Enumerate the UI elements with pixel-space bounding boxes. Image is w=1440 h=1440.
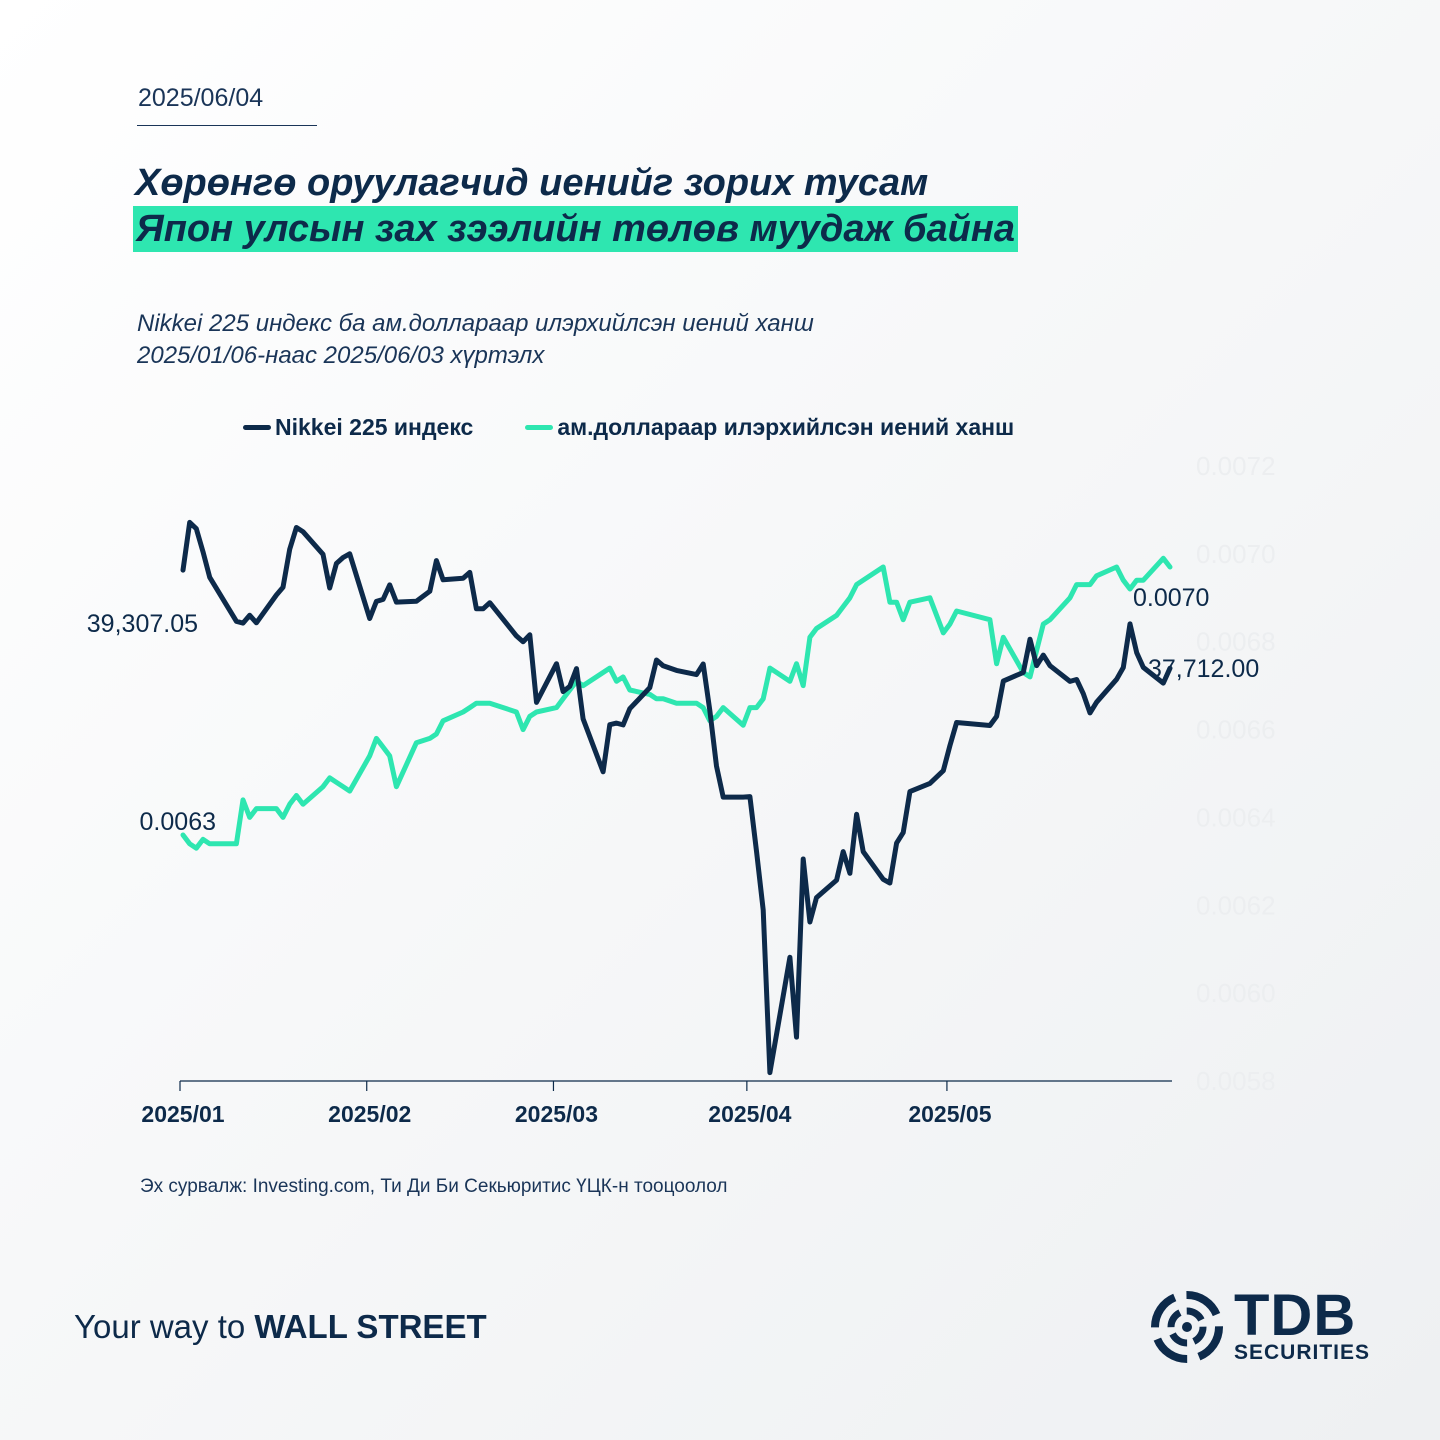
x-axis-tick-label: 2025/05 — [908, 1101, 991, 1127]
x-axis-tick-label: 2025/03 — [515, 1101, 598, 1127]
legend-label-nikkei: Nikkei 225 индекс — [275, 413, 474, 440]
logo-wordmark: TDB — [1234, 1283, 1357, 1348]
logo-subtext: SECURITIES — [1234, 1341, 1371, 1364]
tdb-logo: TDB SECURITIES — [1150, 1283, 1371, 1364]
source-note: Эх сурвалж: Investing.com, Ти Ди Би Секь… — [140, 1176, 728, 1197]
report-date: 2025/06/04 — [138, 84, 264, 112]
right-axis-tick-label: 0.0068 — [1196, 627, 1276, 657]
right-axis-tick-label: 0.0058 — [1196, 1066, 1276, 1096]
chart-legend: Nikkei 225 индекс ам.доллараар илэрхийлс… — [243, 412, 1066, 442]
tagline: Your way to WALL STREET — [74, 1308, 487, 1346]
series-line-yen — [180, 555, 1173, 851]
legend-swatch-yen — [525, 424, 554, 430]
right-axis-tick-label: 0.0066 — [1196, 715, 1276, 745]
right-axis-tick-label: 0.0060 — [1196, 978, 1276, 1008]
legend-label-yen: ам.доллараар илэрхийлсэн иений ханш — [557, 413, 1015, 440]
right-axis-tick-label: 0.0072 — [1196, 451, 1276, 481]
x-axis-tick-label: 2025/04 — [708, 1101, 791, 1127]
subtitle-line-2: 2025/01/06-наас 2025/06/03 хүртэлх — [137, 342, 545, 369]
tdb-swirl-logo-icon — [1151, 1291, 1223, 1363]
legend-item-yen: ам.доллараар илэрхийлсэн иений ханш — [525, 414, 1014, 441]
annotation-nikkei-end: 37,712.00 — [1148, 655, 1259, 683]
x-axis-tick-label: 2025/02 — [328, 1101, 411, 1127]
title-line-2-highlight: Япон улсын зах зээлийн төлөв муудаж байн… — [133, 206, 1018, 252]
legend-swatch-nikkei — [243, 424, 271, 430]
right-axis-tick-label: 0.0062 — [1196, 890, 1276, 920]
annotation-yen-start: 0.0063 — [140, 808, 216, 836]
title-line-1: Хөрөнгө оруулагчид иенийг зорих тусам — [135, 162, 929, 204]
right-axis-tick-label: 0.0070 — [1196, 539, 1276, 569]
legend-item-nikkei: Nikkei 225 индекс — [243, 414, 473, 441]
date-underline — [137, 125, 317, 126]
right-axis-tick-label: 0.0064 — [1196, 802, 1276, 832]
chart-subtitle: Nikkei 225 индекс ба ам.доллараар илэрхи… — [137, 308, 814, 372]
annotation-yen-end: 0.0070 — [1133, 584, 1209, 612]
series-line-nikkei — [180, 519, 1173, 1076]
tagline-light: Your way to — [74, 1308, 255, 1345]
page-title: Хөрөнгө оруулагчид иенийг зорих тусам Яп… — [133, 160, 1018, 252]
tagline-bold: WALL STREET — [254, 1308, 487, 1345]
x-axis-tick-label: 2025/01 — [141, 1101, 224, 1127]
subtitle-line-1: Nikkei 225 индекс ба ам.доллараар илэрхи… — [137, 310, 814, 337]
annotation-nikkei-start: 39,307.05 — [87, 610, 198, 638]
